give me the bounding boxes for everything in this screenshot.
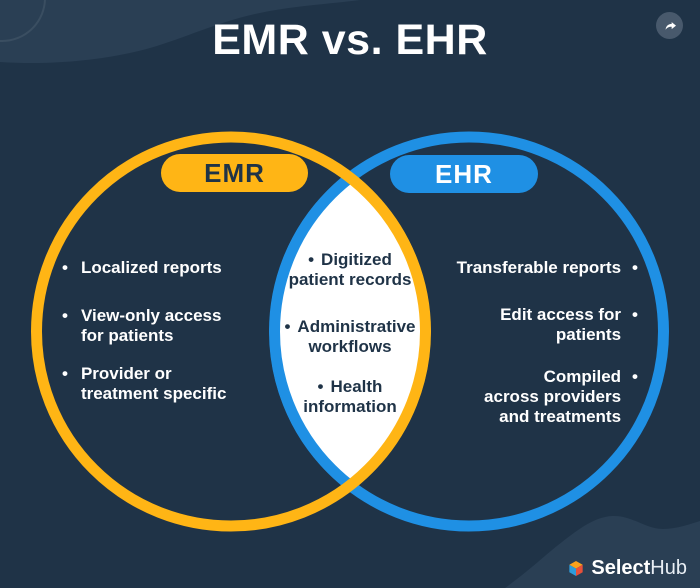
emr-item-text: Provider or treatment specific xyxy=(80,364,227,403)
emr-item-text: View-only access for patients xyxy=(80,306,222,345)
bullet-icon: • xyxy=(62,306,68,325)
bullet-icon: • xyxy=(317,377,324,396)
overlap-item: • Digitized patient records xyxy=(270,250,430,290)
ehr-item: Compiled across providers and treatments… xyxy=(484,367,638,427)
top-left-arc xyxy=(0,0,46,42)
overlap-item-text: Digitized xyxy=(321,250,392,269)
ehr-circle xyxy=(269,131,669,532)
share-arrow-icon xyxy=(665,21,676,30)
overlap-item-text: Health xyxy=(330,377,383,396)
brand-name: SelectHub xyxy=(591,557,687,580)
brand-logo: SelectHub xyxy=(568,557,687,580)
emr-label-pill: EMR xyxy=(161,154,308,192)
bullet-icon: • xyxy=(284,317,291,336)
overlap-item-text: Administrative xyxy=(297,317,416,336)
venn-overlap-lens xyxy=(269,171,431,492)
overlap-item-line1: • Digitized xyxy=(270,250,430,270)
bullet-icon: • xyxy=(632,367,638,386)
overlap-item-line2: workflows xyxy=(308,337,392,356)
ehr-item: Transferable reports • xyxy=(457,258,638,278)
bullet-icon: • xyxy=(632,258,638,277)
top-left-wave xyxy=(0,0,360,64)
ehr-item: Edit access for patients • xyxy=(500,305,638,345)
bottom-right-wave xyxy=(505,515,700,588)
emr-item-text: Localized reports xyxy=(80,258,222,277)
ehr-item-text: Transferable reports xyxy=(456,258,622,277)
brand-name-light: Hub xyxy=(650,557,687,579)
emr-circle xyxy=(31,131,431,532)
ehr-item-text: Edit access for patients xyxy=(500,305,622,344)
page-title: EMR vs. EHR xyxy=(212,16,488,64)
overlap-item-line1: • Health xyxy=(270,377,430,397)
bullet-icon: • xyxy=(632,305,638,324)
overlap-item-line2: patient records xyxy=(288,270,412,289)
overlap-item: • Administrative workflows xyxy=(270,317,430,357)
overlap-item-line1: • Administrative xyxy=(270,317,430,337)
selecthub-cube-icon xyxy=(569,560,584,577)
emr-item: • View-only access for patients xyxy=(62,306,221,346)
brand-name-bold: Select xyxy=(591,557,651,579)
emr-item: • Provider or treatment specific xyxy=(62,364,226,404)
ehr-label-pill: EHR xyxy=(390,155,538,193)
bullet-icon: • xyxy=(308,250,315,269)
ehr-item-text: Compiled across providers and treatments xyxy=(484,367,622,426)
overlap-item-line2: information xyxy=(303,397,397,416)
share-button[interactable] xyxy=(656,12,683,39)
bullet-icon: • xyxy=(62,258,68,277)
overlap-item: • Health information xyxy=(270,377,430,417)
bullet-icon: • xyxy=(62,364,68,383)
emr-item: • Localized reports xyxy=(62,258,222,278)
